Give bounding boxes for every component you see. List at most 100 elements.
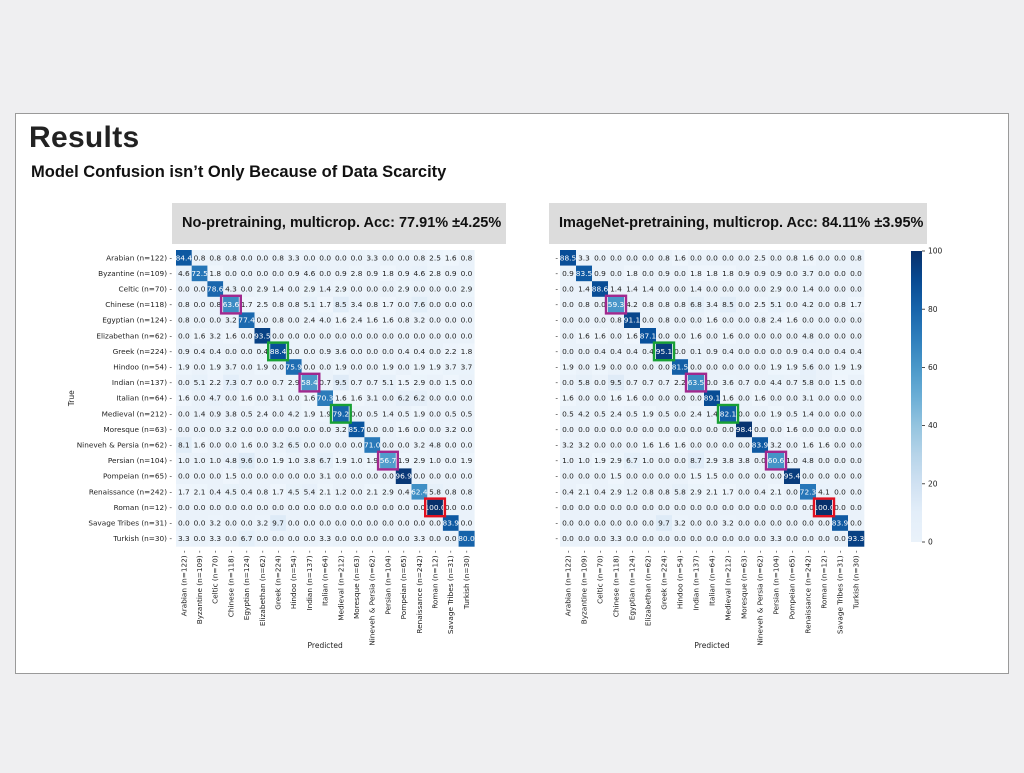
heatmap-cell: [333, 359, 349, 376]
highlight-box: [652, 341, 676, 362]
heatmap-cell: [816, 390, 833, 407]
heatmap-cell: [672, 437, 689, 454]
heatmap-cell: [442, 250, 459, 266]
heatmap-cell: [848, 530, 865, 547]
heatmap-cell: [301, 250, 318, 266]
cell-value-label: 2.1: [366, 487, 378, 496]
heatmap-cell: [301, 281, 318, 298]
cell-value-label: 0.8: [272, 253, 284, 262]
cell-value-label: 0.0: [818, 316, 830, 325]
cell-value-label: 0.0: [594, 441, 606, 450]
heatmap-cell: [223, 421, 240, 438]
cell-value-label: 0.0: [178, 519, 190, 528]
heatmap-cell: [442, 406, 459, 422]
cell-value-label: 0.0: [461, 300, 473, 309]
cell-value-label: 0.0: [594, 378, 606, 387]
cell-value-label: 95.4: [784, 472, 801, 481]
heatmap-cell: [442, 296, 459, 313]
cell-value-label: 0.0: [562, 534, 574, 543]
heatmap-cell: [317, 468, 334, 485]
cell-value-label: 0.0: [398, 253, 410, 262]
cell-value-label: 0.4: [626, 347, 638, 356]
heatmap-cell: [238, 281, 255, 298]
heatmap-cell: [640, 499, 657, 516]
cell-value-label: 3.2: [209, 331, 221, 340]
cell-value-label: 70.3: [317, 394, 334, 403]
cell-value-label: 0.4: [194, 347, 206, 356]
heatmap-cell: [442, 328, 459, 344]
heatmap-cell: [270, 406, 287, 422]
cell-value-label: 0.0: [642, 534, 654, 543]
heatmap-cell: [395, 265, 412, 282]
heatmap-cell: [317, 343, 334, 360]
heatmap-cell: [704, 452, 721, 469]
cell-value-label: 0.0: [319, 253, 331, 262]
cell-value-label: 0.0: [241, 253, 253, 262]
cell-value-label: 1.4: [382, 409, 394, 418]
cell-value-label: 0.0: [335, 519, 347, 528]
cell-value-label: 2.9: [413, 456, 425, 465]
cell-value-label: 0.0: [786, 534, 798, 543]
heatmap-cell: [800, 281, 817, 298]
cell-value-label: 0.0: [802, 519, 814, 528]
cell-value-label: 1.7: [850, 300, 862, 309]
cell-value-label: 0.5: [626, 409, 638, 418]
heatmap-cell: [380, 343, 397, 360]
cell-value-label: 0.0: [834, 331, 846, 340]
heatmap-cell: [380, 328, 397, 344]
cell-value-label: 0.0: [626, 534, 638, 543]
row-tick-mark: -: [555, 409, 558, 418]
row-tick-label: Hindoo (n=54) -: [113, 363, 172, 372]
heatmap-cell: [832, 484, 849, 500]
heatmap-cell: [380, 359, 397, 376]
cell-value-label: 78.6: [207, 285, 224, 294]
heatmap-cell: [720, 499, 737, 516]
cell-value-label: 0.0: [754, 409, 766, 418]
colorbar-tick-label: 60: [928, 363, 938, 372]
heatmap-cell: [411, 265, 428, 282]
column-tick-label: Renaissance (n=242) -: [804, 550, 813, 634]
heatmap-cell: [301, 312, 318, 329]
cell-value-label: 0.0: [366, 472, 378, 481]
heatmap-cell: [333, 421, 349, 438]
heatmap-cell: [736, 421, 753, 438]
heatmap-cell: [442, 468, 459, 485]
cell-value-label: 1.4: [690, 285, 702, 294]
cell-value-label: 0.0: [445, 456, 457, 465]
cell-value-label: 1.4: [272, 285, 284, 294]
heatmap-cell: [223, 390, 240, 407]
cell-value-label: 1.9: [304, 409, 316, 418]
heatmap-cell: [848, 343, 865, 360]
cell-value-label: 0.0: [706, 534, 718, 543]
cell-value-label: 0.0: [786, 285, 798, 294]
heatmap-cell: [560, 312, 577, 329]
highlight-box: [219, 294, 243, 315]
heatmap-cell: [720, 452, 737, 469]
cell-value-label: 0.0: [382, 441, 394, 450]
heatmap-cell: [672, 484, 689, 500]
heatmap-cell: [238, 343, 255, 360]
heatmap-cell: [333, 406, 349, 422]
cell-value-label: 0.0: [690, 394, 702, 403]
heatmap-cell: [442, 484, 459, 500]
heatmap-cell: [395, 343, 412, 360]
cell-value-label: 0.0: [288, 331, 300, 340]
heatmap-cell: [800, 468, 817, 485]
cell-value-label: 0.0: [674, 394, 686, 403]
cell-value-label: 8.5: [722, 300, 734, 309]
heatmap-cell: [223, 499, 240, 516]
heatmap-cell: [656, 359, 673, 376]
heatmap-cell: [560, 515, 577, 532]
cell-value-label: 2.4: [351, 316, 363, 325]
cell-value-label: 0.0: [461, 331, 473, 340]
cell-value-label: 0.0: [429, 472, 441, 481]
heatmap-cell: [458, 312, 475, 329]
cell-value-label: 0.0: [335, 503, 347, 512]
cell-value-label: 0.0: [578, 519, 590, 528]
heatmap-cell: [176, 374, 192, 391]
column-tick-label: Elizabethan (n=62) -: [644, 550, 653, 626]
cell-value-label: 9.6: [241, 456, 253, 465]
heatmap-cell: [333, 437, 349, 454]
cell-value-label: 2.9: [690, 487, 702, 496]
heatmap-cell: [395, 530, 412, 547]
